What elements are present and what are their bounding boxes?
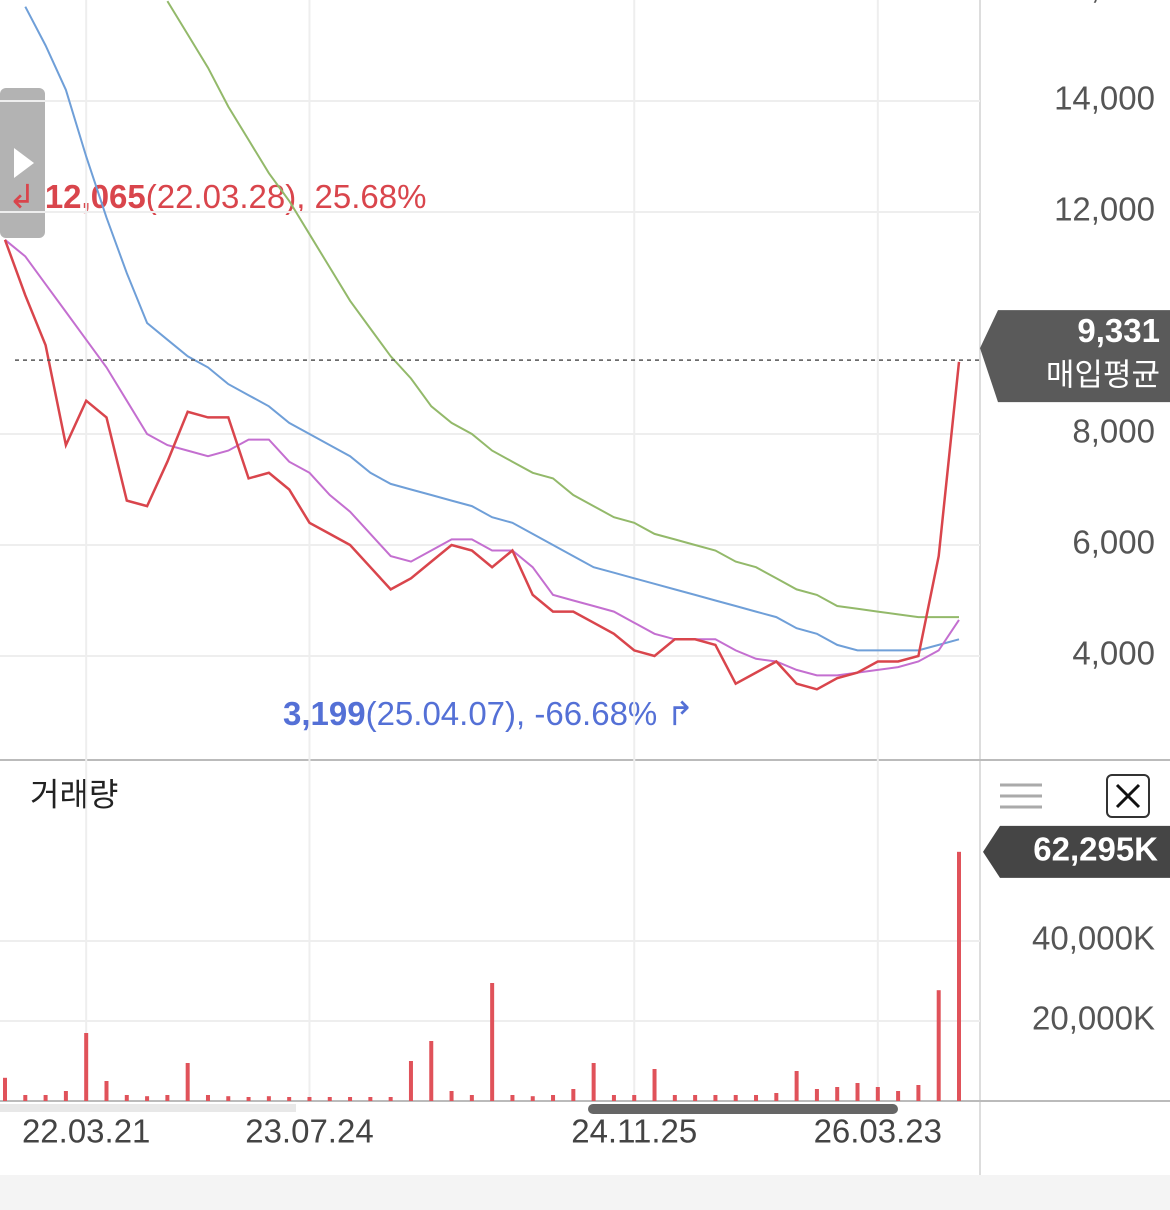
- current-volume-tag: [983, 825, 1170, 878]
- volume-bar: [469, 1095, 474, 1101]
- volume-bar: [916, 1085, 921, 1101]
- volume-bar: [510, 1095, 515, 1101]
- scroll-track: [0, 1104, 296, 1112]
- volume-bar: [652, 1069, 657, 1101]
- price-line: [3, 239, 961, 691]
- volume-bar: [348, 1097, 353, 1101]
- volume-bar: [3, 1077, 7, 1101]
- volume-bar: [104, 1081, 109, 1101]
- low-detail: (25.04.07), -66.68%: [366, 695, 658, 732]
- volume-bar: [571, 1089, 576, 1101]
- volume-bar: [408, 1061, 413, 1101]
- price-line: [24, 6, 960, 652]
- volume-bar: [145, 1096, 150, 1101]
- volume-bar: [896, 1091, 901, 1101]
- price-line: [166, 0, 959, 619]
- volume-bar: [672, 1095, 677, 1101]
- current-caption: 매입평균: [1046, 357, 1160, 392]
- current-volume: 62,295K: [1033, 831, 1158, 868]
- volume-bar: [388, 1097, 393, 1101]
- volume-bar: [591, 1063, 596, 1101]
- volume-bar: [23, 1095, 28, 1101]
- x-tick-label: 22.03.21: [22, 1113, 150, 1150]
- volume-bar: [429, 1041, 434, 1101]
- y-tick-label: 6,000: [1072, 524, 1155, 561]
- volume-bar: [43, 1095, 48, 1101]
- x-tick-label: 26.03.23: [814, 1113, 942, 1150]
- current-price-tag: [980, 310, 1170, 403]
- y-tick-label: 40,000K: [1032, 920, 1155, 957]
- volume-bar: [551, 1095, 556, 1101]
- volume-bar: [287, 1097, 292, 1101]
- volume-title: 거래량: [30, 776, 118, 812]
- volume-bar: [490, 983, 495, 1101]
- volume-bar: [63, 1091, 68, 1101]
- y-tick-label: 20,000K: [1032, 1000, 1155, 1037]
- x-tick-label: 24.11.25: [571, 1113, 697, 1150]
- y-tick-label: 16,000: [1054, 0, 1155, 6]
- high-annotation: ↲ 12,065(22.03.28), 25.68%: [8, 178, 426, 215]
- price-line: [4, 239, 960, 677]
- close-button[interactable]: [1106, 774, 1150, 818]
- volume-bar: [957, 851, 961, 1101]
- footer-band: [0, 1175, 1170, 1210]
- y-tick-label: 4,000: [1072, 635, 1155, 672]
- volume-bar: [246, 1097, 251, 1101]
- volume-bar: [875, 1087, 880, 1101]
- current-price: 9,331: [1077, 312, 1160, 349]
- volume-bar: [713, 1095, 718, 1101]
- volume-bar: [266, 1096, 271, 1101]
- volume-bar: [185, 1063, 190, 1101]
- y-tick-label: 14,000: [1054, 80, 1155, 117]
- volume-bar: [449, 1091, 454, 1101]
- volume-bar: [693, 1095, 698, 1101]
- y-tick-label: 12,000: [1054, 191, 1155, 228]
- volume-bar: [327, 1097, 332, 1101]
- volume-bar: [733, 1095, 738, 1101]
- menu-icon[interactable]: [1000, 783, 1042, 809]
- low-annotation: 3,199(25.04.07), -66.68% ↱: [283, 695, 694, 732]
- volume-bar: [774, 1093, 779, 1101]
- volume-bar: [530, 1096, 535, 1101]
- volume-bar: [632, 1095, 637, 1101]
- volume-bar: [124, 1095, 129, 1101]
- volume-bar: [794, 1071, 799, 1101]
- y-tick-label: 8,000: [1072, 413, 1155, 450]
- scrollbar[interactable]: [588, 1104, 898, 1114]
- volume-bar: [835, 1087, 840, 1101]
- volume-bar: [936, 990, 941, 1101]
- volume-bar: [205, 1095, 210, 1101]
- x-tick-label: 23.07.24: [245, 1113, 373, 1150]
- volume-bar: [368, 1097, 373, 1101]
- nav-arrow: [14, 148, 34, 178]
- volume-bar: [611, 1095, 616, 1101]
- volume-bar: [307, 1097, 312, 1101]
- volume-bar: [855, 1083, 860, 1101]
- volume-bar: [165, 1095, 170, 1101]
- volume-bar: [754, 1095, 759, 1101]
- volume-bar: [226, 1096, 231, 1101]
- volume-bar: [84, 1033, 89, 1101]
- low-price: 3,199: [283, 695, 366, 732]
- volume-bar: [814, 1089, 819, 1101]
